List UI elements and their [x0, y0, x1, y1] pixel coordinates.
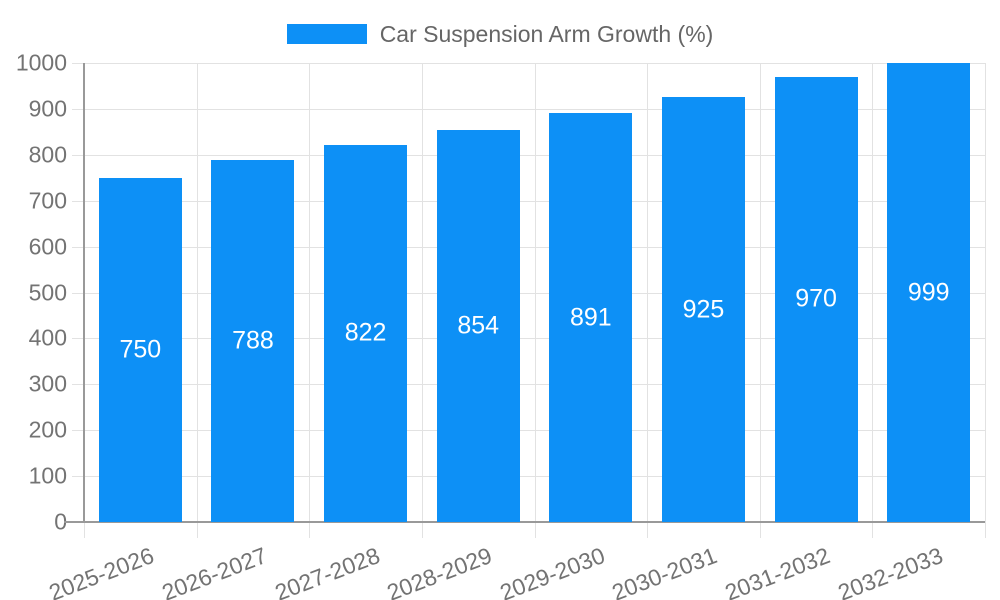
x-gridline [872, 63, 874, 538]
plot-area: 0 100 200 300 400 500 600 700 800 900 1000 750 2025-… [16, 50, 986, 600]
y-gridline [72, 154, 985, 156]
x-gridline [534, 63, 536, 538]
legend-title: Car Suspension Arm Growth (%) [379, 21, 714, 47]
x-axis-tick [84, 522, 85, 538]
bar-value-label: 970 [795, 284, 837, 313]
x-gridline [985, 63, 986, 538]
bar-value-label: 891 [569, 303, 612, 332]
legend[interactable]: Car Suspension Arm Growth (%) [0, 22, 1000, 46]
y-axis-tick-label: 200 [28, 416, 67, 443]
x-axis-tick-label-text: 2028-2029 [383, 542, 496, 600]
x-gridline [647, 63, 649, 538]
x-axis-tick-label-text: 2027-2028 [270, 542, 383, 600]
y-gridline [72, 246, 985, 248]
y-gridline [72, 200, 985, 202]
bar[interactable]: 925 [661, 97, 745, 522]
bar[interactable]: 854 [436, 130, 520, 522]
x-gridline [196, 63, 198, 538]
bar[interactable]: 891 [549, 113, 633, 522]
bar-value-label: 750 [119, 335, 162, 364]
bar-value-label: 788 [232, 326, 274, 355]
y-axis-tick-label: 300 [28, 370, 67, 397]
y-axis-line [83, 63, 85, 522]
x-gridline [759, 63, 761, 538]
y-gridline [72, 384, 985, 386]
bar[interactable]: 970 [774, 76, 858, 522]
x-gridline [421, 63, 423, 538]
x-axis-tick-label-text: 2029-2030 [496, 542, 609, 600]
x-axis-tick-label-text: 2031-2032 [721, 542, 834, 600]
y-axis-tick-label: 800 [28, 141, 67, 168]
y-gridline [72, 63, 985, 64]
y-gridline [72, 292, 985, 294]
y-axis-tick-label: 0 [54, 508, 67, 535]
y-axis-tick-label: 700 [28, 187, 67, 214]
x-axis-tick-label-text: 2032-2033 [833, 542, 947, 600]
y-axis-tick-label: 400 [28, 324, 67, 351]
bar-value-label: 822 [344, 318, 387, 347]
bar[interactable]: 822 [324, 144, 408, 522]
x-axis-line [64, 521, 985, 523]
bar-value-label: 999 [907, 278, 950, 307]
y-axis-tick-label: 100 [28, 462, 67, 489]
y-gridline [72, 338, 985, 340]
y-axis-tick-label: 500 [28, 279, 67, 305]
y-gridline [72, 430, 985, 432]
y-axis-tick-label: 1000 [15, 49, 67, 76]
x-axis-tick-label-text: 2030-2031 [608, 542, 721, 600]
bar[interactable]: 999 [887, 63, 971, 522]
bar-value-label: 854 [457, 311, 500, 340]
bar[interactable]: 788 [211, 160, 295, 522]
legend-swatch [286, 24, 367, 44]
y-gridline [72, 108, 985, 110]
y-axis-tick-label: 600 [28, 233, 67, 260]
y-gridline [72, 476, 985, 478]
bar-value-label: 925 [682, 295, 725, 324]
bar[interactable]: 750 [98, 177, 182, 522]
x-axis-tick-label-text: 2025-2026 [45, 542, 158, 600]
y-axis-tick-label: 900 [28, 95, 67, 122]
x-axis-tick-label-text: 2026-2027 [158, 542, 271, 600]
x-gridline [309, 63, 311, 538]
